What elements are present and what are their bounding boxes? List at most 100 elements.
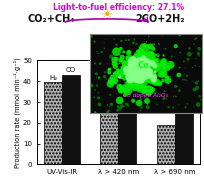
Point <box>120 105 123 108</box>
Point <box>155 81 158 84</box>
Point <box>139 70 142 74</box>
Point <box>139 60 142 64</box>
Point <box>145 100 149 103</box>
Point <box>199 98 203 101</box>
Point <box>197 47 201 50</box>
Point <box>128 61 131 64</box>
Point <box>119 59 122 62</box>
Point <box>140 70 143 73</box>
Point <box>137 70 140 73</box>
Point <box>133 65 137 68</box>
Point <box>136 73 139 76</box>
Point <box>142 68 146 71</box>
Point <box>192 105 195 108</box>
Point <box>117 72 120 75</box>
Point <box>136 66 140 69</box>
Point <box>147 89 151 92</box>
Point <box>130 57 133 60</box>
Point <box>108 68 111 71</box>
Point <box>124 87 128 90</box>
Point <box>167 106 170 109</box>
Point <box>192 43 195 46</box>
Point <box>119 84 122 87</box>
Point <box>154 69 158 72</box>
Point <box>159 81 162 84</box>
Point <box>117 56 121 59</box>
Point <box>129 58 133 61</box>
Point <box>92 96 96 99</box>
Point <box>142 77 145 80</box>
Point <box>123 93 127 96</box>
Point <box>131 63 134 66</box>
Point <box>142 75 145 78</box>
Point <box>134 70 137 73</box>
Point <box>94 71 98 74</box>
Point <box>134 83 137 86</box>
Point <box>131 78 134 81</box>
Bar <box>62 75 80 164</box>
Point <box>156 64 159 67</box>
Point <box>152 74 155 77</box>
Point <box>161 72 164 75</box>
Point <box>116 73 120 76</box>
Point <box>136 68 140 71</box>
Point <box>138 66 141 69</box>
Point <box>115 33 118 36</box>
Point <box>131 75 134 78</box>
Point <box>135 54 139 57</box>
Point <box>126 81 129 84</box>
Point <box>129 63 133 66</box>
Point <box>145 65 148 68</box>
Point <box>133 64 137 67</box>
Point <box>153 64 157 67</box>
Point <box>198 97 201 100</box>
Point <box>135 78 138 81</box>
Point <box>139 77 142 80</box>
Point <box>147 66 150 69</box>
Point <box>155 81 159 84</box>
Point <box>139 67 143 70</box>
Point <box>158 64 162 67</box>
Point <box>137 83 141 86</box>
Point <box>195 37 198 40</box>
Point <box>137 74 140 77</box>
Point <box>141 74 144 77</box>
Point <box>186 102 189 105</box>
Point <box>146 69 149 72</box>
Point <box>131 61 134 64</box>
Point <box>134 67 137 70</box>
Point <box>111 76 114 79</box>
Point <box>116 105 120 108</box>
Point <box>129 56 132 59</box>
Point <box>107 109 110 112</box>
Point <box>131 68 134 71</box>
Point <box>139 50 143 53</box>
Point <box>98 103 101 106</box>
Point <box>128 66 131 69</box>
Point <box>139 78 142 81</box>
Point <box>149 87 152 90</box>
Point <box>158 83 161 86</box>
Point <box>143 56 146 59</box>
Point <box>122 89 125 92</box>
Point <box>134 61 138 64</box>
Point <box>129 64 132 67</box>
Point <box>121 75 124 78</box>
Point <box>146 103 149 106</box>
Point <box>182 90 186 93</box>
Point <box>119 66 122 69</box>
Point <box>135 74 138 77</box>
Point <box>123 66 126 69</box>
Point <box>150 73 153 76</box>
Point <box>152 61 155 64</box>
Point <box>148 60 151 63</box>
Text: Co doped Al₂O₃: Co doped Al₂O₃ <box>123 93 168 98</box>
Point <box>162 54 165 57</box>
Point <box>133 77 136 80</box>
Point <box>139 68 143 71</box>
Point <box>132 66 136 69</box>
Point <box>142 77 145 80</box>
Point <box>138 68 141 71</box>
Point <box>152 61 155 64</box>
Point <box>123 60 126 63</box>
